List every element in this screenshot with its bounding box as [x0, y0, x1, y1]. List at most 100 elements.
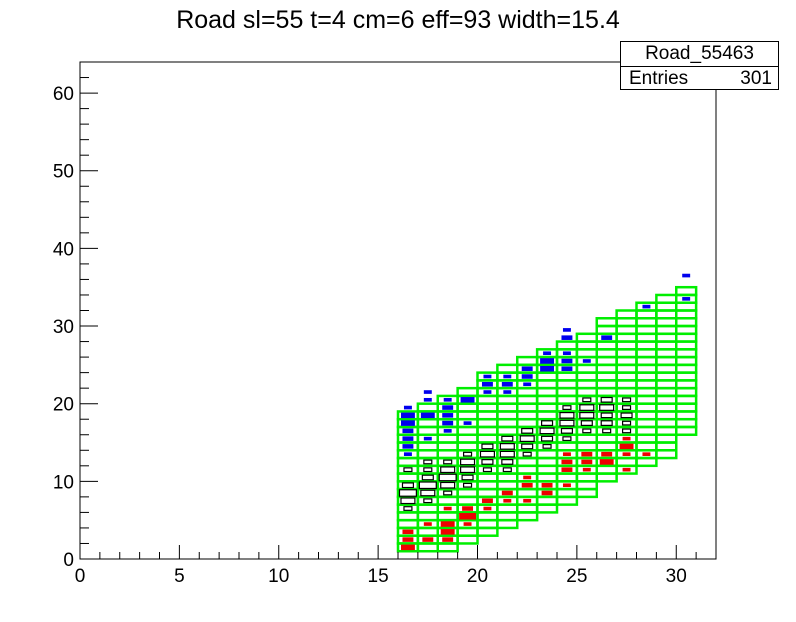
hit-cell [423, 498, 433, 504]
hit-cell [540, 435, 554, 442]
hit-cell [561, 335, 573, 340]
hit-cells [398, 273, 691, 551]
hit-cell [418, 481, 437, 490]
road-box [595, 317, 618, 328]
hit-cell [619, 443, 634, 450]
hit-cell [443, 459, 453, 465]
hit-cell [423, 522, 432, 526]
hit-cell [599, 404, 615, 411]
axes: 0 5 10 15 20 25 30 0 10 20 30 40 50 60 [53, 61, 717, 587]
hit-cell [522, 451, 532, 457]
hit-cell [460, 466, 476, 474]
hit-cell [579, 404, 595, 411]
hit-cell [539, 427, 555, 435]
hit-cell [483, 374, 492, 379]
hit-cell [461, 474, 474, 481]
hit-cell [561, 459, 573, 465]
stats-histogram-name: Road_55463 [621, 42, 778, 67]
hit-cell [622, 467, 631, 472]
hit-cell [443, 397, 452, 402]
hit-cell [483, 506, 492, 511]
hit-cell [602, 428, 612, 434]
y-tick-label: 60 [53, 84, 74, 105]
hit-cell [519, 435, 535, 442]
hit-cell [462, 482, 473, 488]
hit-cell [682, 273, 691, 278]
hit-cell [540, 358, 555, 364]
y-tick-label: 20 [53, 395, 74, 416]
hit-cell [501, 381, 513, 387]
x-tick-label: 0 [75, 566, 86, 587]
road-box [575, 332, 598, 343]
road-box [516, 355, 539, 367]
hit-cell [622, 436, 631, 441]
x-tick-label: 30 [666, 566, 687, 587]
y-tick-label: 10 [53, 472, 74, 493]
hit-cell [541, 490, 553, 496]
hit-cell [401, 482, 415, 489]
hit-cell [582, 397, 592, 403]
hit-cell [463, 421, 472, 425]
hit-cell [403, 452, 412, 456]
hit-cell [521, 443, 534, 450]
hit-cell [463, 522, 472, 526]
hit-cell [620, 412, 633, 419]
hit-cell [421, 474, 434, 481]
hit-cell [400, 420, 415, 426]
hit-cell [562, 452, 571, 456]
hit-cell [501, 490, 513, 496]
hit-cell [499, 443, 515, 450]
hit-cell [562, 328, 571, 332]
road-box [416, 402, 439, 413]
x-tick-label: 15 [368, 566, 389, 587]
hit-cell [541, 482, 553, 488]
hit-cell [403, 405, 412, 410]
hit-cell [562, 436, 572, 442]
hit-cell [521, 427, 534, 434]
hit-cell [561, 467, 573, 472]
x-tick-label: 20 [467, 566, 488, 587]
hit-cell [621, 405, 632, 410]
hit-cell [423, 390, 432, 394]
hit-cell [440, 529, 455, 535]
y-tick-label: 40 [53, 239, 74, 260]
hit-cell [442, 413, 454, 418]
hit-cell [398, 489, 417, 497]
hit-cell [460, 397, 475, 403]
hit-cell [423, 459, 433, 465]
hit-cell [562, 405, 572, 410]
hit-cell [642, 304, 651, 309]
hit-cell [402, 537, 414, 542]
hit-cell [481, 459, 494, 465]
hit-cell [403, 506, 413, 511]
hit-cell [402, 428, 414, 434]
road-boxes [396, 285, 698, 553]
hit-cell [440, 521, 455, 527]
hit-cell [682, 297, 691, 301]
road-box [655, 293, 678, 304]
hit-cell [423, 397, 432, 402]
hit-cell [600, 412, 613, 419]
hit-cell [423, 436, 432, 441]
stats-entries-value: 301 [740, 68, 772, 89]
road-box [675, 285, 698, 297]
hit-cell [482, 467, 493, 473]
hit-cell [499, 450, 515, 458]
hit-cell [621, 420, 632, 426]
hit-cell [479, 450, 495, 458]
chart-title: Road sl=55 t=4 cm=6 eff=93 width=15.4 [176, 6, 620, 34]
hit-cell [521, 482, 533, 488]
hit-cell [523, 498, 532, 503]
x-tick-label: 25 [566, 566, 587, 587]
hit-cell [540, 365, 555, 372]
hit-cell [582, 428, 592, 434]
hit-cell [561, 366, 573, 372]
hit-cell [443, 506, 452, 511]
hit-cell [622, 452, 631, 456]
hit-cell [503, 498, 512, 503]
hit-cell [402, 529, 414, 535]
hit-cell [400, 412, 415, 419]
hit-cell [459, 513, 477, 520]
hit-cell [542, 443, 552, 449]
